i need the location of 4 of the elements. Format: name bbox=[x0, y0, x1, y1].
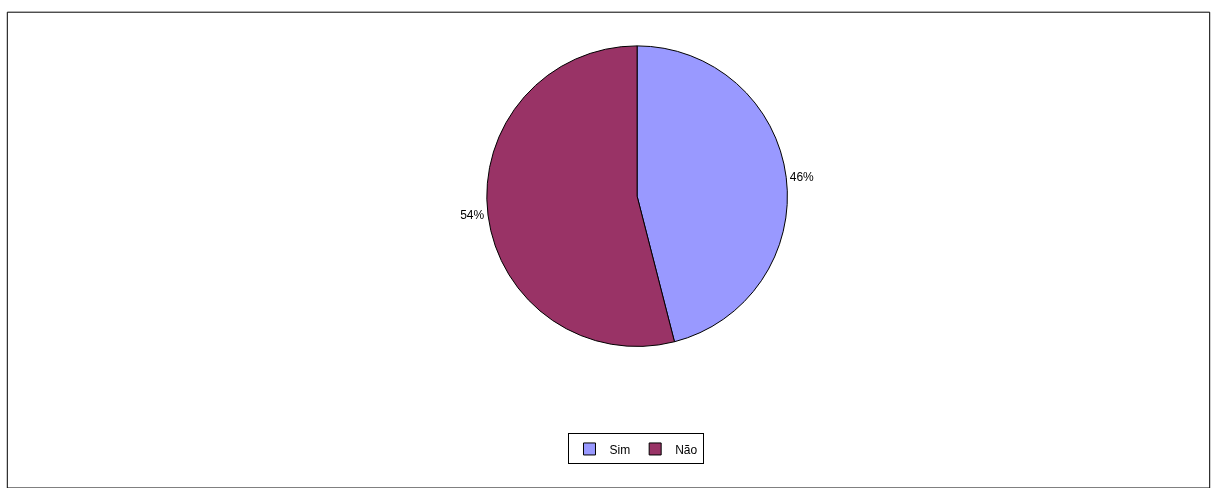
data-label: 54% bbox=[460, 208, 485, 223]
legend-label: Sim bbox=[609, 442, 631, 457]
data-label: 46% bbox=[789, 170, 815, 185]
legend-label: Não bbox=[675, 442, 698, 457]
